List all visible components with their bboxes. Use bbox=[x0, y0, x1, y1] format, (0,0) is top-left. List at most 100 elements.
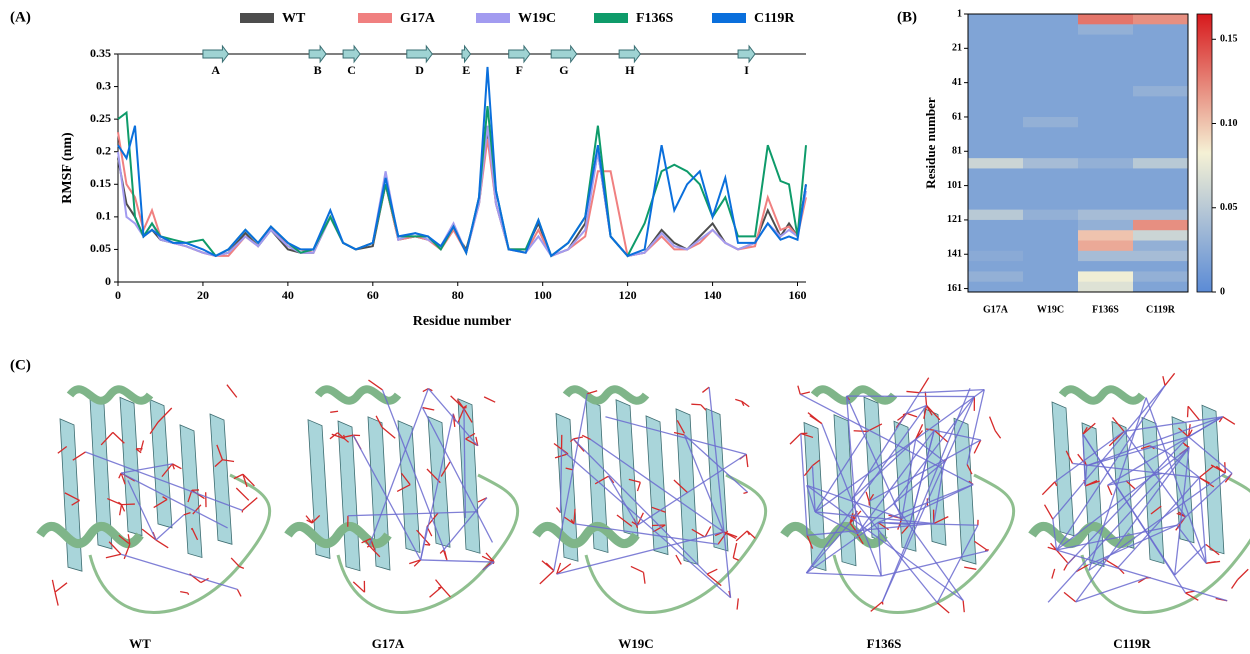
contact-short bbox=[329, 432, 339, 440]
contact-short bbox=[676, 419, 686, 434]
x-tick-label: 120 bbox=[619, 288, 637, 302]
contact-short bbox=[118, 501, 122, 506]
loop bbox=[1080, 473, 1250, 614]
heat-cell bbox=[1133, 14, 1189, 25]
contact-short bbox=[375, 415, 383, 428]
colorbar-tick-label: 0 bbox=[1220, 286, 1225, 297]
contact-short bbox=[555, 507, 561, 514]
heat-cell bbox=[1133, 158, 1189, 169]
contact-short bbox=[344, 434, 354, 438]
contact-short bbox=[673, 431, 685, 436]
contact-short bbox=[485, 552, 495, 563]
structure-caption: W19C bbox=[618, 636, 653, 651]
y-axis-label: Residue number bbox=[923, 97, 938, 189]
structure-caption: F136S bbox=[867, 636, 902, 651]
contact-short bbox=[1082, 426, 1088, 435]
y-tick-label: 161 bbox=[947, 283, 962, 294]
y-tick-label: 0.1 bbox=[96, 209, 111, 223]
contact-short bbox=[630, 565, 644, 573]
contact-short bbox=[1047, 546, 1057, 551]
contact-long bbox=[901, 439, 917, 519]
y-tick-label: 0.15 bbox=[90, 176, 111, 190]
heat-cell bbox=[968, 34, 1024, 46]
heat-cell bbox=[1133, 55, 1189, 66]
contact-long bbox=[936, 524, 979, 604]
heat-cell bbox=[1023, 189, 1079, 200]
contact-short bbox=[563, 516, 575, 525]
contact-long bbox=[868, 439, 982, 502]
y-tick-label: 1 bbox=[957, 8, 962, 19]
x-tick-label: 20 bbox=[197, 288, 209, 302]
contact-long bbox=[1145, 397, 1207, 564]
contact-short bbox=[735, 530, 748, 542]
contact-short bbox=[933, 429, 949, 443]
y-tick-label: 0.3 bbox=[96, 78, 111, 92]
heat-cell bbox=[1078, 271, 1134, 283]
heat-cell bbox=[968, 271, 1024, 283]
x-tick-label: 60 bbox=[367, 288, 379, 302]
heat-cell bbox=[1078, 219, 1134, 231]
contact-short bbox=[962, 600, 965, 613]
contact-long bbox=[934, 429, 981, 441]
contact-short bbox=[581, 434, 591, 441]
panel-label: (A) bbox=[10, 9, 31, 25]
heat-cell bbox=[968, 137, 1024, 149]
heat-cell bbox=[968, 199, 1024, 211]
contact-short bbox=[214, 459, 223, 468]
contact-short bbox=[746, 530, 750, 536]
contact-long bbox=[1075, 577, 1147, 603]
heat-cell bbox=[968, 24, 1024, 36]
contact-long bbox=[368, 388, 429, 547]
contact-long bbox=[856, 461, 945, 535]
contact-long bbox=[799, 393, 974, 486]
contact-short bbox=[745, 454, 749, 468]
beta-sheet bbox=[209, 413, 233, 545]
legend-label: G17A bbox=[400, 11, 436, 26]
heat-cell bbox=[1133, 24, 1189, 36]
contact-long bbox=[347, 511, 478, 517]
contact-short bbox=[118, 472, 122, 479]
heat-cell bbox=[968, 96, 1024, 108]
heat-cell bbox=[968, 116, 1024, 128]
heat-cell bbox=[1023, 65, 1079, 77]
strand-label: D bbox=[415, 63, 424, 77]
contact-short bbox=[1185, 590, 1195, 594]
contact-short bbox=[172, 463, 182, 470]
contact-long bbox=[421, 407, 494, 543]
contact-short bbox=[573, 436, 584, 440]
strand-arrow bbox=[737, 44, 756, 64]
contact-short bbox=[539, 570, 555, 585]
contact-short bbox=[565, 467, 574, 471]
contact-short bbox=[673, 479, 689, 494]
contact-long bbox=[1056, 446, 1190, 551]
y-tick-label: 0.2 bbox=[96, 143, 111, 157]
y-tick-label: 121 bbox=[947, 214, 962, 225]
contact-long bbox=[933, 461, 945, 524]
heat-cell bbox=[1078, 168, 1134, 180]
contact-long bbox=[1056, 524, 1177, 551]
heat-cell bbox=[1023, 271, 1079, 283]
contact-short bbox=[936, 602, 950, 614]
contact-short bbox=[800, 391, 811, 395]
contact-short bbox=[616, 514, 633, 527]
contact-short bbox=[906, 390, 920, 394]
contact-short bbox=[444, 550, 448, 561]
heat-cell bbox=[1078, 261, 1134, 272]
colorbar bbox=[1196, 13, 1213, 293]
heat-cell bbox=[1023, 168, 1079, 180]
heat-cell bbox=[1023, 209, 1079, 221]
contact-short bbox=[1107, 484, 1113, 496]
contact-long bbox=[806, 572, 882, 577]
contact-short bbox=[439, 549, 444, 554]
contact-short bbox=[856, 533, 864, 545]
contact-short bbox=[545, 562, 555, 572]
helix bbox=[1058, 385, 1146, 405]
heat-cell bbox=[1133, 230, 1189, 242]
heat-cell bbox=[1078, 24, 1134, 36]
legend-swatch bbox=[712, 13, 746, 23]
contact-long bbox=[708, 387, 732, 598]
contact-short bbox=[1077, 453, 1088, 467]
contact-short bbox=[803, 465, 813, 477]
contact-long bbox=[556, 531, 724, 575]
contact-long bbox=[1086, 416, 1223, 467]
